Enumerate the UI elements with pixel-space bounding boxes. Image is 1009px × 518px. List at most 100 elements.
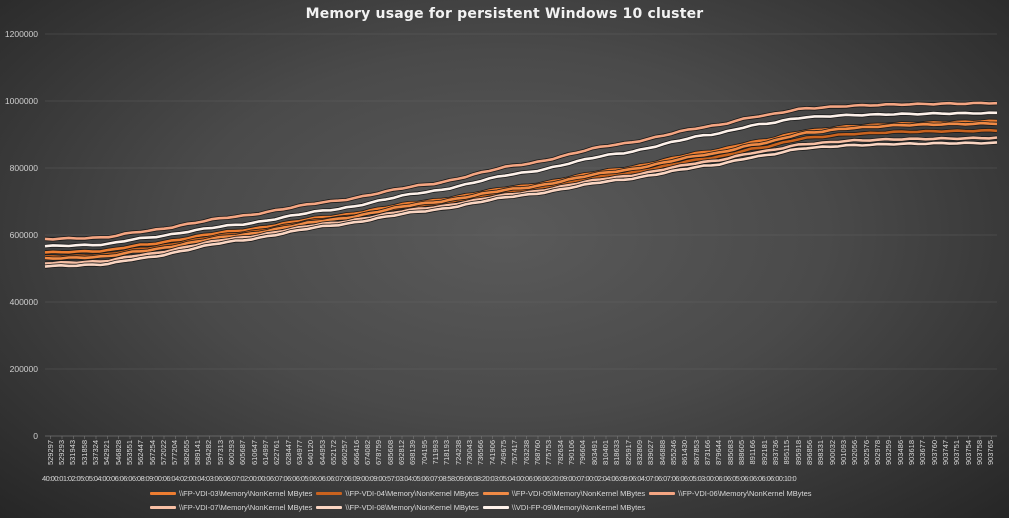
x-tick-label: 903259: [884, 440, 894, 466]
y-tick-label: 1000000: [4, 96, 38, 106]
legend-swatch-icon: [482, 506, 509, 509]
x-tick-label: 614997: [261, 440, 270, 466]
legend-label: \\FP-VDI-08\Memory\NonKernel MBytes: [345, 503, 479, 512]
x-tick-label: 873166: [703, 440, 712, 466]
legend-row-1: \\FP-VDI-03\Memory\NonKernel MBytes \\FP-…: [150, 487, 870, 500]
legend-item[interactable]: \\VDI-FP-09\Memory\NonKernel MBytes: [482, 503, 646, 512]
x-tick-label: 692812: [397, 440, 406, 466]
x-tick-label: 562447: [136, 440, 146, 466]
x-tick-label: 531943: [68, 440, 78, 466]
x-tick-label: 741906: [487, 440, 497, 466]
x-tick-label: 895115: [782, 440, 792, 465]
x-tick-label: 531858: [79, 440, 89, 466]
x-tick-label: 896856: [805, 440, 814, 466]
legend-swatch-icon: [316, 506, 343, 509]
x-tick-label: 628447: [283, 440, 293, 466]
x-tick-label: 902056: [850, 440, 860, 466]
legend-item[interactable]: \\FP-VDI-06\Memory\NonKernel MBytes: [649, 489, 812, 498]
x-tick-label: 529293: [57, 440, 66, 466]
x-tick-label: 730043: [465, 440, 474, 466]
x-tick-label: 825917: [623, 440, 633, 466]
x-tick-label: 901093: [839, 440, 848, 466]
x-tick-label: 839027: [646, 440, 656, 466]
x-tick-label: 572022: [159, 440, 168, 466]
legend-label: \\FP-VDI-05\Memory\NonKernel MBytes: [511, 489, 646, 498]
series-line: [44, 101, 998, 241]
legend-label: \\FP-VDI-06\Memory\NonKernel MBytes: [678, 489, 812, 498]
x-tick-label: 622761: [272, 440, 282, 466]
x-tick-label: 903677: [918, 440, 928, 466]
x-tick-label: 640120: [306, 440, 316, 466]
x-tick-label: 666416: [351, 440, 361, 466]
legend-item[interactable]: \\FP-VDI-07\Memory\NonKernel MBytes: [150, 503, 312, 512]
x-tick-label: 903760: [929, 440, 939, 466]
x-tick-label: 600293: [227, 440, 236, 466]
series-line-outline: [44, 135, 998, 266]
x-tick-label: 782634: [555, 440, 565, 466]
x-tick-label: 542921: [102, 440, 112, 466]
y-tick-label: 200000: [9, 364, 38, 374]
x-tick-label: 718193: [442, 440, 452, 466]
x-axis-labels: 529297 529293 531943 531858 537324 542921 5468…: [0, 440, 1009, 474]
x-tick-label: 879644: [714, 440, 724, 466]
x-tick-label: 855246: [669, 440, 678, 466]
x-tick-label: 902978: [873, 440, 882, 466]
chart-title: Memory usage for persistent Windows 10 c…: [305, 6, 704, 22]
x-tick-label: 903618: [907, 440, 916, 466]
x-tick-label: 698139: [408, 440, 418, 466]
legend-label: \\FP-VDI-03\Memory\NonKernel MBytes: [179, 489, 313, 498]
legend-item[interactable]: \\FP-VDI-04\Memory\NonKernel MBytes: [316, 489, 479, 498]
x-tick-label: 597313: [215, 440, 225, 466]
x-tick-label: 885083: [725, 440, 735, 466]
y-tick-label: 400000: [9, 297, 38, 307]
x-tick-label: 537324: [91, 440, 100, 466]
x-tick-label: 903754: [963, 440, 973, 466]
x-tick-label: 724238: [453, 440, 463, 466]
series-line: [44, 141, 998, 268]
x-axis-secondary-labels: 40:00:01:02:05:05:04:00:06:06:06:08:09:0…: [42, 474, 797, 483]
legend-swatch-icon: [150, 506, 176, 509]
legend-item[interactable]: \\FP-VDI-03\Memory\NonKernel MBytes: [150, 489, 312, 498]
legend-swatch-icon: [649, 492, 676, 495]
x-tick-label: 902576: [861, 440, 871, 466]
legend-label: \\VDI-FP-09\Memory\NonKernel MBytes: [511, 503, 646, 512]
x-tick-label: 892181: [759, 440, 769, 466]
x-tick-label: 775753: [544, 440, 554, 466]
x-tick-label: 888605: [737, 440, 746, 466]
x-tick-label: 763238: [521, 440, 531, 466]
x-tick-label: 900032: [827, 440, 837, 466]
x-tick-label: 736566: [476, 440, 486, 466]
x-tick-label: 903486: [895, 440, 905, 466]
x-tick-label: 757417: [510, 440, 520, 466]
x-tick-label: 582655: [181, 440, 191, 466]
legend-row-2: \\FP-VDI-07\Memory\NonKernel MBytes \\FP-…: [150, 501, 870, 514]
x-tick-label: 846888: [657, 440, 667, 466]
legend-swatch-icon: [316, 492, 343, 495]
x-tick-label: 832809: [635, 440, 644, 466]
x-tick-label: 577204: [170, 440, 180, 466]
x-tick-label: 678759: [374, 440, 384, 466]
x-tick-label: 803491: [589, 440, 599, 466]
y-tick-label: 1200000: [4, 29, 38, 39]
x-tick-label: 818633: [612, 440, 622, 466]
x-tick-label: 704195: [419, 440, 429, 466]
x-tick-label: 810401: [601, 440, 610, 466]
x-tick-label: 796604: [578, 440, 588, 466]
legend-item[interactable]: \\FP-VDI-08\Memory\NonKernel MBytes: [316, 503, 479, 512]
x-tick-label: 895918: [793, 440, 803, 466]
x-tick-label: 652172: [329, 440, 338, 466]
x-tick-label: 594282: [204, 440, 214, 466]
x-tick-label: 903758: [975, 440, 984, 466]
x-tick-label: 903751: [952, 440, 962, 466]
legend-item[interactable]: \\FP-VDI-05\Memory\NonKernel MBytes: [482, 489, 646, 498]
x-tick-label: 589141: [193, 440, 202, 466]
x-tick-label: 567254: [147, 440, 157, 466]
x-tick-label: 674082: [363, 440, 372, 466]
x-tick-label: 861430: [680, 440, 690, 466]
x-tick-label: 660257: [340, 440, 350, 466]
x-tick-label: 903765: [986, 440, 996, 466]
legend-swatch-icon: [150, 492, 176, 495]
legend-swatch-icon: [482, 492, 509, 495]
x-tick-label: 790106: [567, 440, 576, 466]
